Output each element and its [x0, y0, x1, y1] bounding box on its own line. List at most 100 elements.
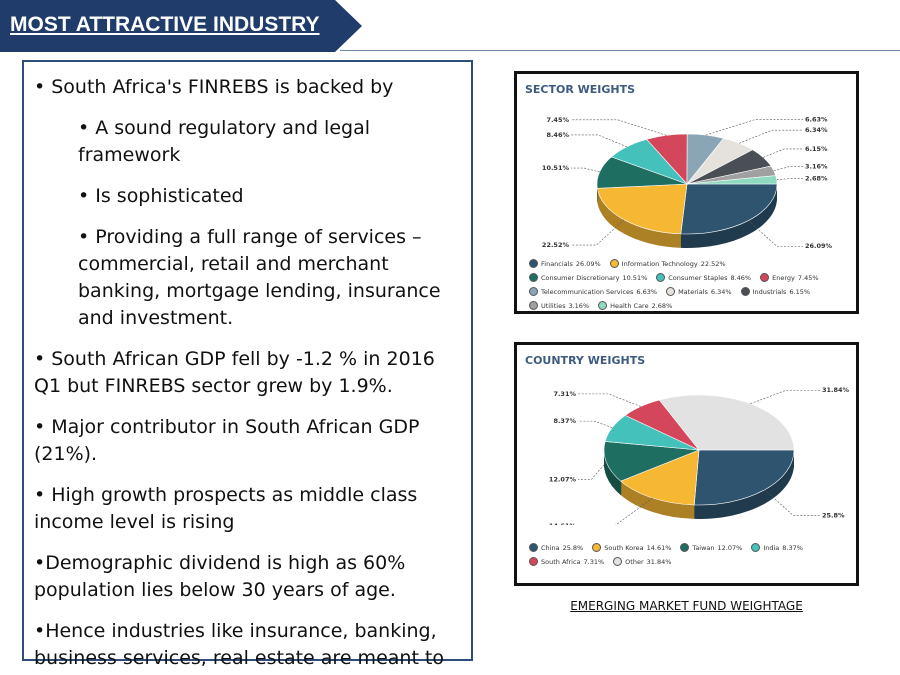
bullet: •Demographic dividend is high as 60% pop…: [34, 552, 406, 601]
legend-item: China 25.8%: [529, 543, 583, 552]
legend-value: 3.16%: [568, 301, 590, 310]
pie-chart: 25.8% 14.61% 12.07% 8.37% 7.31% 31.84%: [549, 386, 850, 525]
header-banner: [0, 0, 362, 52]
leader-line: [763, 148, 803, 158]
leader-line: [571, 167, 600, 173]
bullet: • Providing a full range of services – c…: [78, 226, 441, 329]
slice: [596, 183, 688, 235]
legend-label: Information Technology: [621, 259, 698, 268]
legend-label: South Africa: [541, 557, 581, 566]
legend-value: 2.68%: [651, 301, 673, 310]
bullet: •Hence industries like insurance, bankin…: [34, 620, 445, 675]
leader-line: [705, 119, 803, 136]
slice-label: 10.51%: [542, 164, 570, 172]
slice-label: 6.63%: [805, 115, 828, 123]
legend-item: South Africa 7.31%: [529, 557, 604, 566]
leader-line: [764, 489, 820, 516]
legend-value: 25.8%: [562, 543, 584, 552]
legend-item: Utilities 3.16%: [529, 301, 589, 310]
legend-item: Industrials 6.15%: [740, 287, 811, 296]
legend-item: Information Technology 22.52%: [609, 259, 726, 268]
legend-label: Consumer Discretionary: [541, 273, 620, 282]
legend-value: 6.15%: [789, 287, 811, 296]
legend-label: Industrials: [752, 287, 787, 296]
leader-line: [750, 389, 820, 404]
leader-line: [578, 461, 607, 481]
legend-value: 14.61%: [646, 543, 672, 552]
legend-value: 22.52%: [700, 259, 726, 268]
slice-label: 31.84%: [822, 386, 850, 394]
legend-value: 31.84%: [646, 557, 672, 566]
legend-item: Taiwan 12.07%: [680, 543, 742, 552]
legend-swatch: [760, 273, 770, 282]
legend-swatch: [529, 301, 538, 310]
slice-label: 8.46%: [546, 131, 569, 139]
header-title: MOST ATTRACTIVE INDUSTRY: [10, 13, 320, 36]
legend-label: Utilities: [541, 301, 566, 310]
legend-swatch: [740, 287, 750, 296]
leader-line: [739, 129, 803, 144]
legend-label: Taiwan: [692, 543, 715, 552]
legend-label: Financials: [541, 259, 573, 268]
legend-label: India: [763, 543, 780, 552]
slice: [620, 449, 700, 506]
legend-value: 12.07%: [717, 543, 743, 552]
legend-item: Energy 7.45%: [760, 273, 819, 282]
legend: Financials 26.09% Information Technology 22…: [529, 259, 848, 310]
bullet: • Is sophisticated: [78, 185, 244, 207]
slice: [658, 394, 795, 451]
legend-item: India 8.37%: [751, 543, 803, 552]
legend-swatch: [609, 259, 619, 268]
slice: [680, 183, 778, 235]
leader-line: [571, 134, 627, 148]
legend-swatch: [529, 287, 538, 296]
leader-line: [571, 219, 625, 246]
bullet: • A sound regulatory and legal framework: [78, 117, 371, 166]
slice-label: 22.52%: [542, 241, 570, 249]
legend-swatch: [529, 259, 538, 268]
bullet: • South African GDP fell by -1.2 % in 20…: [34, 348, 435, 397]
legend-swatch: [751, 543, 761, 552]
legend-label: Consumer Staples: [668, 273, 728, 282]
legend-item: Telecommunication Services 6.63%: [529, 287, 657, 296]
chart-title: SECTOR WEIGHTS: [525, 83, 636, 96]
pie-chart: 26.09% 22.52% 10.51% 8.46% 7.45% 6.63% 6.34% 6.…: [542, 115, 833, 250]
caption: EMERGING MARKET FUND WEIGHTAGE: [570, 599, 803, 613]
legend-item: Materials 6.34%: [666, 287, 732, 296]
slice-label: 2.68%: [805, 174, 828, 182]
bullet: • South Africa's FINREBS is backed by: [34, 76, 394, 98]
legend-item: Financials 26.09%: [529, 259, 601, 268]
bullet-box: • South Africa's FINREBS is backed by • A…: [22, 60, 473, 675]
legend-value: 8.37%: [782, 543, 803, 552]
slice-label: 7.45%: [546, 116, 569, 124]
legend-item: Other 31.84%: [613, 557, 671, 566]
legend-label: China: [541, 543, 560, 552]
bullet: • High growth prospects as middle class …: [34, 484, 418, 533]
legend-swatch: [529, 543, 538, 552]
bullet: • Major contributor in South African GDP…: [34, 416, 420, 465]
legend-value: 26.09%: [575, 259, 601, 268]
legend-label: South Korea: [604, 543, 644, 552]
legend-item: Consumer Discretionary 10.51%: [529, 273, 647, 282]
chart-title: COUNTRY WEIGHTS: [525, 354, 646, 367]
legend-swatch: [613, 557, 623, 566]
leader-line: [571, 119, 667, 136]
legend-swatch: [598, 301, 608, 310]
legend-value: 7.45%: [797, 273, 819, 282]
slice-label: 3.16%: [805, 163, 828, 171]
leader-line: [776, 178, 803, 181]
slice-label: 6.15%: [805, 145, 828, 153]
legend-value: 6.34%: [710, 287, 732, 296]
legend-swatch: [592, 543, 602, 552]
leader-line: [773, 166, 803, 172]
slice: [603, 441, 700, 482]
legend-label: Energy: [772, 273, 795, 282]
header-rule: [340, 50, 900, 51]
legend-label: Telecommunication Services: [541, 287, 634, 296]
legend-item: Consumer Staples 8.46%: [656, 273, 751, 282]
slice-label: 14.61%: [549, 522, 577, 525]
legend-value: 8.46%: [730, 273, 752, 282]
legend-swatch: [529, 273, 538, 282]
slice: [693, 449, 795, 506]
